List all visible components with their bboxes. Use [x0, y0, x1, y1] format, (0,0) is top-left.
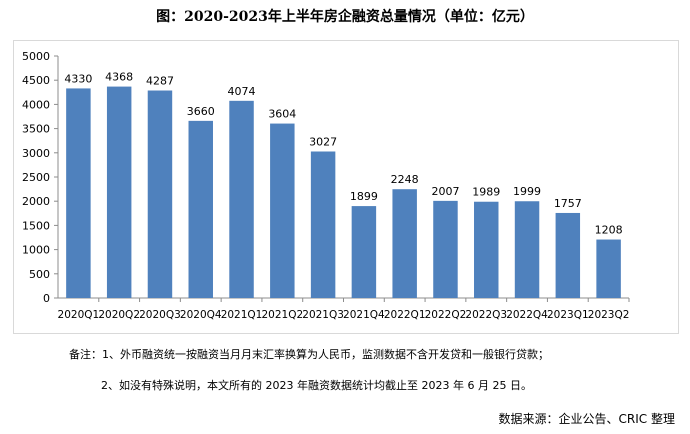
bar [310, 151, 336, 298]
data-label: 1999 [513, 185, 541, 198]
y-tick-label: 3500 [22, 123, 50, 136]
x-tick-label: 2022Q4 [506, 309, 548, 321]
x-tick-label: 2020Q1 [58, 309, 100, 321]
bar [433, 200, 458, 298]
x-tick-label: 2021Q4 [343, 309, 385, 321]
bar [270, 123, 295, 298]
bar [106, 86, 132, 298]
note-line-1: 备注：1、外币融资统一按融资当月月末汇率换算为人民币，监测数据不含开发贷和一般银… [69, 348, 549, 361]
chart-title: 图：2020-2023年上半年房企融资总量情况（单位：亿元） [156, 9, 534, 25]
y-tick-label: 500 [29, 268, 50, 281]
data-label: 1989 [472, 186, 500, 199]
y-tick-label: 5000 [22, 50, 50, 63]
bar [392, 189, 417, 298]
y-tick-label: 1500 [22, 219, 50, 232]
bar [229, 100, 254, 298]
y-tick-label: 0 [43, 292, 50, 305]
data-label: 1208 [595, 224, 623, 237]
bar [147, 90, 173, 298]
x-tick-label: 2022Q1 [384, 309, 426, 321]
x-tick-label: 2020Q4 [180, 309, 222, 321]
data-label: 3660 [187, 105, 215, 118]
bar [474, 201, 499, 298]
y-tick-label: 4500 [22, 74, 50, 87]
y-tick-label: 1000 [22, 244, 50, 257]
y-tick-label: 2500 [22, 171, 50, 184]
x-tick-label: 2021Q2 [261, 309, 303, 321]
data-label: 4368 [105, 71, 133, 84]
x-tick-label: 2021Q1 [221, 309, 263, 321]
x-tick-label: 2021Q3 [302, 309, 344, 321]
data-label: 2007 [431, 185, 459, 198]
x-tick-label: 2023Q1 [547, 309, 589, 321]
y-tick-label: 4000 [22, 98, 50, 111]
data-source: 数据来源：企业公告、CRIC 整理 [498, 412, 675, 426]
data-label: 4074 [228, 85, 256, 98]
x-tick-label: 2020Q3 [139, 309, 181, 321]
data-label: 4287 [146, 75, 174, 88]
data-label: 4330 [64, 72, 92, 85]
chart-frame [13, 40, 679, 334]
x-tick-label: 2022Q3 [465, 309, 507, 321]
data-label: 3027 [309, 135, 337, 148]
x-tick-label: 2023Q2 [588, 309, 630, 321]
x-tick-label: 2022Q2 [425, 309, 467, 321]
bar [555, 212, 581, 298]
data-label: 3604 [268, 108, 296, 121]
data-label: 1899 [350, 190, 378, 203]
bar-chart: 0 500 1000 1500 2000 2500 3000 3500 4000 4500 5000… [22, 50, 630, 321]
data-label: 2248 [391, 173, 419, 186]
note-line-2: 2、如没有特殊说明，本文所有的 2023 年融资数据统计均截止至 2023 年 … [101, 379, 532, 392]
bar [351, 206, 377, 298]
bar [66, 88, 91, 298]
bar [596, 239, 621, 298]
bar [188, 120, 213, 298]
data-label: 1757 [554, 197, 582, 210]
y-tick-label: 2000 [22, 195, 50, 208]
bar [514, 201, 540, 298]
x-tick-label: 2020Q2 [98, 309, 140, 321]
y-tick-label: 3000 [22, 147, 50, 160]
